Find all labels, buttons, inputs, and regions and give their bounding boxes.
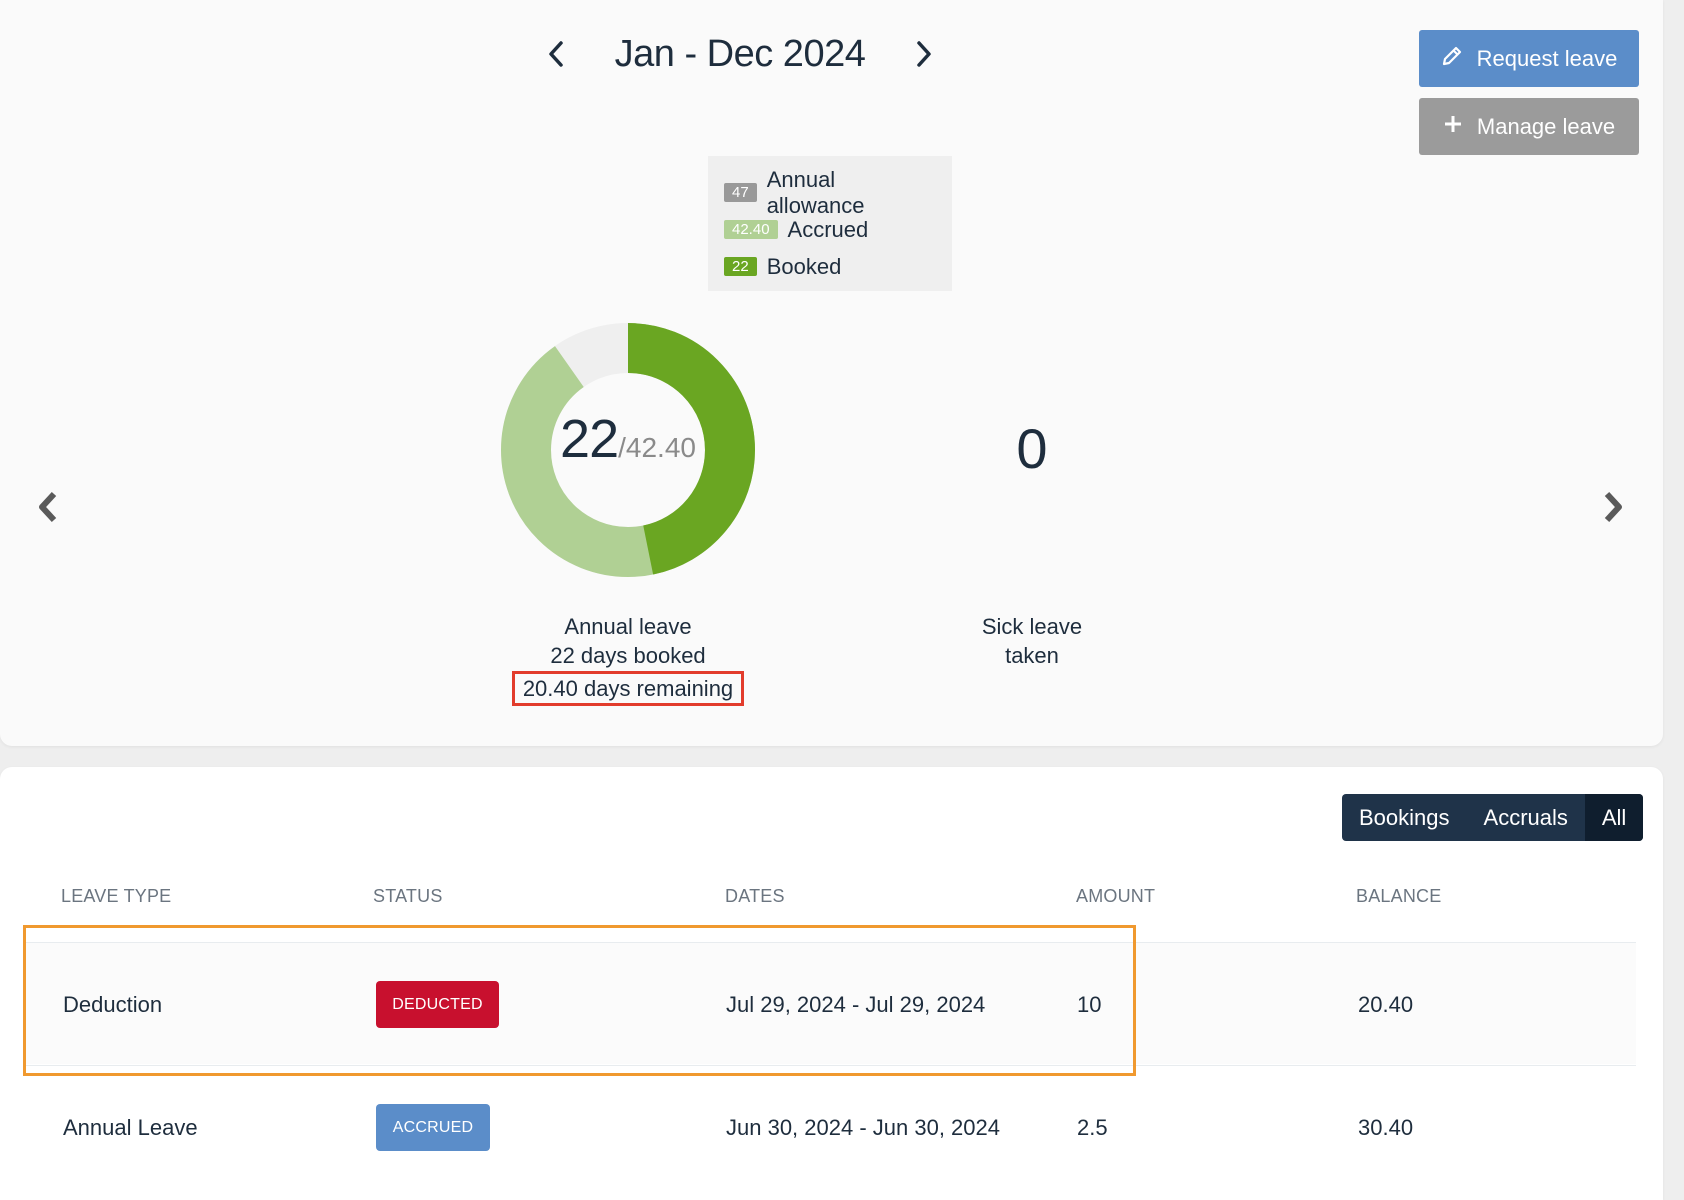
days-remaining-text: 20.40 days remaining (511, 671, 745, 706)
annual-leave-donut-chart (501, 323, 755, 577)
legend-item-booked: 22 Booked (724, 248, 936, 285)
legend-label: Annual allowance (766, 166, 865, 218)
period-navigation: Jan - Dec 2024 (540, 26, 940, 82)
request-leave-label: Request leave (1476, 45, 1618, 71)
leave-type-cell: Deduction (63, 992, 163, 1017)
transaction-filter: Bookings Accruals All (1342, 794, 1644, 841)
header-leave-type: LEAVE TYPE (61, 886, 172, 906)
donut-center-value: 22/42.40 (499, 408, 757, 470)
leave-type-cell: Annual Leave (63, 1115, 198, 1140)
carousel-next-icon[interactable] (1595, 487, 1631, 527)
status-badge: DEDUCTED (376, 981, 499, 1028)
dates-cell: Jun 30, 2024 - Jun 30, 2024 (726, 1115, 1000, 1140)
annual-leave-title: Annual leave (564, 614, 692, 639)
annual-leave-summary: Annual leave 22 days booked 20.40 days r… (478, 612, 778, 706)
booked-chip: 22 (724, 257, 757, 276)
balance-cell: 30.40 (1358, 1115, 1414, 1140)
legend-label: Accrued (787, 216, 869, 242)
carousel-prev-icon[interactable] (30, 487, 66, 527)
days-booked-text: 22 days booked (550, 643, 706, 668)
filter-all[interactable]: All (1584, 794, 1644, 841)
sick-leave-value: 0 (1016, 417, 1048, 480)
summary-card (0, 0, 1663, 746)
manage-leave-button[interactable]: Manage leave (1419, 98, 1639, 155)
manage-leave-label: Manage leave (1476, 113, 1616, 139)
legend-item-accrued: 42.40 Accrued (724, 211, 936, 248)
table-row[interactable]: Annual Leave ACCRUED Jun 30, 2024 - Jun … (24, 1065, 1636, 1187)
table-row[interactable]: Deduction DEDUCTED Jul 29, 2024 - Jul 29… (24, 942, 1636, 1064)
chart-legend: 47 Annual allowance 42.40 Accrued 22 Boo… (708, 156, 952, 291)
accrued-chip: 42.40 (724, 220, 778, 239)
booked-value: 22 (560, 409, 619, 469)
pencil-icon (1441, 45, 1463, 73)
balance-cell: 20.40 (1358, 992, 1414, 1017)
period-title: Jan - Dec 2024 (614, 32, 866, 75)
filter-accruals[interactable]: Accruals (1483, 804, 1568, 830)
legend-item-allowance: 47 Annual allowance (724, 167, 936, 218)
allowance-chip: 47 (724, 183, 757, 202)
header-dates: DATES (725, 886, 785, 906)
header-balance: BALANCE (1356, 886, 1442, 906)
next-period-icon[interactable] (909, 39, 939, 69)
accrued-value: /42.40 (618, 432, 696, 463)
sick-leave-title: Sick leave (981, 614, 1083, 639)
request-leave-button[interactable]: Request leave (1419, 30, 1639, 87)
amount-cell: 10 (1077, 992, 1102, 1017)
donut-booked-segment (501, 323, 755, 577)
legend-label: Booked (766, 253, 842, 279)
sick-leave-summary: Sick leave taken (932, 612, 1132, 670)
status-badge: ACCRUED (376, 1104, 490, 1151)
amount-cell: 2.5 (1077, 1115, 1108, 1140)
header-status: STATUS (373, 886, 443, 906)
filter-bookings[interactable]: Bookings (1359, 804, 1450, 830)
sick-leave-subtitle: taken (1005, 643, 1059, 668)
header-amount: AMOUNT (1076, 886, 1156, 906)
previous-period-icon[interactable] (541, 39, 571, 69)
plus-icon (1443, 114, 1463, 140)
dates-cell: Jul 29, 2024 - Jul 29, 2024 (726, 992, 986, 1017)
